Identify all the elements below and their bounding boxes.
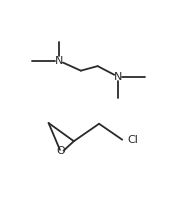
Text: N: N — [55, 56, 63, 66]
Text: O: O — [57, 146, 66, 156]
Text: Cl: Cl — [127, 136, 138, 145]
Text: N: N — [114, 72, 122, 82]
